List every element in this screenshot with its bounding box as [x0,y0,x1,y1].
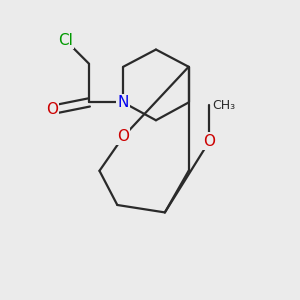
Text: O: O [117,129,129,144]
Text: O: O [203,134,215,148]
Text: Cl: Cl [58,32,73,47]
Text: CH₃: CH₃ [212,99,236,112]
Text: O: O [46,102,58,117]
Text: N: N [118,95,129,110]
